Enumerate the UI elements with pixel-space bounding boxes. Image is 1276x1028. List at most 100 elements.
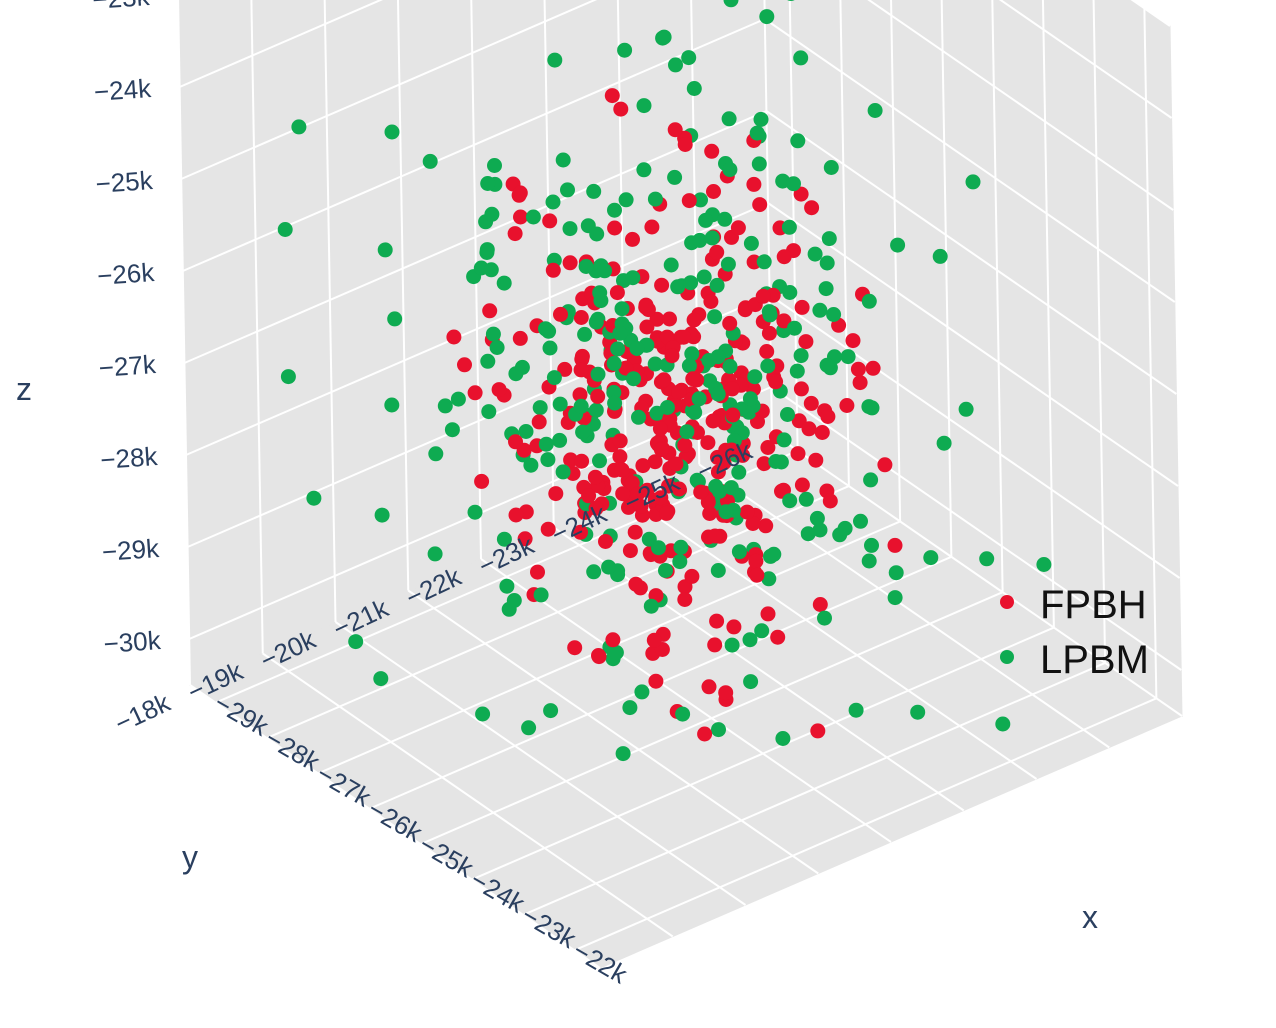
data-point-fpbh: [761, 325, 777, 341]
data-point-fpbh: [545, 262, 561, 278]
data-point-lpbm: [540, 452, 556, 468]
data-point-lpbm: [578, 259, 594, 274]
data-point-lpbm: [759, 9, 775, 25]
data-point-lpbm: [427, 546, 443, 562]
data-point-fpbh: [664, 348, 680, 364]
data-point-lpbm: [291, 119, 307, 135]
data-point-fpbh: [676, 329, 692, 345]
data-point-lpbm: [588, 314, 604, 330]
data-point-lpbm: [636, 162, 652, 178]
data-point-lpbm: [812, 522, 828, 538]
data-point-fpbh: [716, 455, 732, 471]
data-point-lpbm: [819, 357, 835, 373]
data-point-fpbh: [621, 499, 636, 515]
gridline-x-wall: [788, 0, 799, 451]
data-point-lpbm: [743, 674, 759, 690]
gridline-y-wall: [177, 0, 191, 686]
data-point-lpbm: [514, 359, 530, 375]
gridline-z-right: [765, 110, 1177, 395]
data-point-fpbh: [702, 506, 718, 521]
data-point-lpbm: [525, 209, 541, 225]
data-point-lpbm: [861, 399, 877, 415]
z-axis-title: z: [16, 371, 32, 407]
data-point-lpbm: [577, 326, 593, 342]
data-point-lpbm: [766, 546, 782, 562]
data-point-fpbh: [625, 231, 640, 247]
data-point-lpbm: [861, 553, 877, 569]
data-point-lpbm: [717, 211, 733, 227]
legend-item-fpbh[interactable]: FPBH: [1000, 583, 1147, 627]
data-point-lpbm: [821, 231, 837, 247]
data-point-fpbh: [776, 249, 792, 265]
data-point-fpbh: [684, 568, 700, 584]
z-tick-label: −30k: [103, 625, 163, 659]
data-point-fpbh: [654, 277, 670, 293]
data-point-lpbm: [731, 544, 747, 560]
data-point-lpbm: [751, 156, 767, 172]
data-point-lpbm: [480, 176, 496, 191]
data-point-fpbh: [667, 122, 683, 138]
legend-item-lpbm[interactable]: LPBM: [1000, 638, 1149, 682]
data-point-lpbm: [647, 356, 663, 372]
data-point-lpbm: [667, 169, 683, 185]
data-point-lpbm: [910, 704, 926, 720]
legend[interactable]: FPBH LPBM: [1000, 583, 1149, 682]
data-point-fpbh: [810, 723, 826, 739]
data-point-lpbm: [863, 472, 879, 488]
gridline-y-floor: [334, 621, 747, 906]
data-point-fpbh: [653, 490, 669, 506]
data-point-lpbm: [787, 0, 795, 1]
data-point-lpbm: [776, 432, 792, 448]
data-point-lpbm: [518, 424, 534, 439]
data-point-lpbm: [626, 371, 641, 387]
gridline-z-right: [998, 0, 1173, 119]
data-point-lpbm: [781, 219, 797, 235]
data-point-lpbm: [656, 29, 672, 45]
data-point-fpbh: [573, 310, 589, 325]
data-point-lpbm: [720, 256, 736, 272]
y-axis-title: y: [182, 839, 198, 875]
data-point-lpbm: [683, 275, 699, 291]
data-point-fpbh: [865, 360, 881, 376]
data-point-fpbh: [693, 484, 709, 500]
data-point-lpbm: [377, 242, 393, 258]
data-point-fpbh: [531, 414, 547, 430]
data-point-fpbh: [671, 481, 687, 497]
data-point-fpbh: [730, 220, 746, 236]
data-point-fpbh: [446, 329, 462, 345]
data-point-fpbh: [820, 409, 836, 424]
data-point-lpbm: [496, 275, 512, 291]
data-point-fpbh: [638, 297, 654, 313]
data-point-lpbm: [475, 706, 491, 722]
data-point-fpbh: [507, 226, 523, 242]
data-point-lpbm: [306, 490, 322, 506]
data-point-lpbm: [721, 111, 737, 127]
data-point-lpbm: [560, 182, 575, 198]
data-point-lpbm: [722, 358, 738, 374]
gridline-z-left: [184, 110, 767, 364]
data-point-lpbm: [373, 671, 389, 687]
data-point-fpbh: [845, 333, 861, 349]
data-point-fpbh: [852, 375, 868, 391]
data-point-lpbm: [762, 307, 778, 323]
data-point-lpbm: [710, 563, 726, 578]
data-point-lpbm: [616, 273, 631, 289]
data-point-fpbh: [609, 285, 625, 301]
gridline-y-floor: [262, 652, 674, 938]
data-point-lpbm: [444, 422, 460, 438]
data-point-lpbm: [760, 358, 776, 374]
gridline-y-wall: [250, 0, 264, 654]
gridline-z-right: [767, 202, 1179, 487]
data-point-lpbm: [538, 321, 553, 337]
data-point-fpbh: [627, 524, 643, 540]
data-point-fpbh: [639, 319, 655, 335]
data-point-lpbm: [618, 192, 634, 208]
data-point-fpbh: [646, 632, 662, 648]
data-point-fpbh: [700, 435, 716, 451]
data-point-lpbm: [280, 369, 296, 385]
data-point-fpbh: [457, 357, 472, 373]
data-point-fpbh: [512, 185, 528, 201]
data-point-lpbm: [692, 232, 708, 248]
data-point-fpbh: [756, 456, 772, 472]
